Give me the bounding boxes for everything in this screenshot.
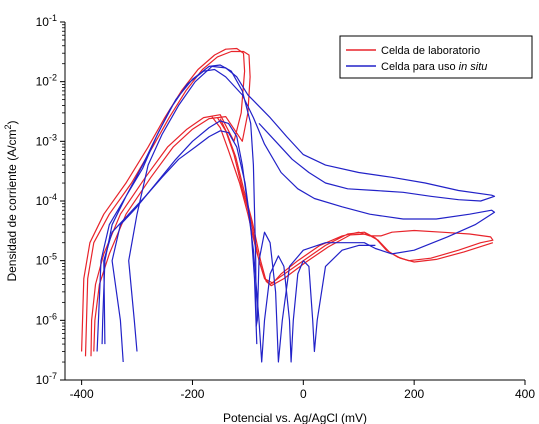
y-axis-title-end: )	[5, 120, 19, 124]
legend: Celda de laboratorio Celda para uso in s…	[339, 35, 533, 79]
legend-label-in-situ-normal: Celda para uso	[381, 61, 459, 73]
series-layer	[81, 47, 496, 363]
y-tick-label: 10-2	[36, 73, 57, 89]
x-tick-label: -200	[180, 387, 204, 401]
y-tick-label: 10-6	[36, 311, 57, 327]
y-tick-label: 10-3	[36, 132, 57, 148]
legend-label-in-situ-italic: in situ	[459, 61, 488, 73]
legend-box	[339, 35, 533, 79]
series-laboratorio-curve-4	[219, 118, 494, 287]
series-in-situ-curve-4	[103, 130, 258, 345]
series-in-situ-curve-1	[96, 64, 496, 363]
y-axis-title-main: Densidad de corriente (A/cm	[5, 129, 19, 281]
legend-label-in-situ: Celda para uso in situ	[381, 61, 487, 73]
x-tick-label: -400	[70, 387, 94, 401]
plot-area: -400 -200 0 200 400 10-7 10-6 10-5 10-4 10-3 10-2…	[36, 13, 536, 401]
y-tick-label: 10-5	[36, 252, 57, 268]
series-in-situ-curve-2	[128, 65, 496, 352]
x-tick-label: 200	[404, 387, 424, 401]
legend-label-laboratorio: Celda de laboratorio	[381, 45, 480, 57]
series-laboratorio-curve-1	[81, 47, 246, 357]
y-tick-label: 10-1	[36, 13, 57, 29]
series-in-situ-curve-3	[111, 120, 376, 363]
x-ticks: -400 -200 0 200 400	[70, 380, 535, 401]
x-axis-title: Potencial vs. Ag/AgCl (mV)	[223, 411, 367, 424]
y-tick-label: 10-7	[36, 371, 57, 387]
y-ticks: 10-7 10-6 10-5 10-4 10-3 10-2 10-1	[36, 13, 65, 387]
x-tick-label: 400	[515, 387, 535, 401]
y-tick-label: 10-4	[36, 192, 57, 208]
y-axis-title-superscript: 2	[3, 124, 13, 129]
y-axis-title: Densidad de corriente (A/cm2)	[3, 120, 19, 281]
x-tick-label: 0	[300, 387, 307, 401]
series-laboratorio-curve-2	[84, 50, 251, 357]
